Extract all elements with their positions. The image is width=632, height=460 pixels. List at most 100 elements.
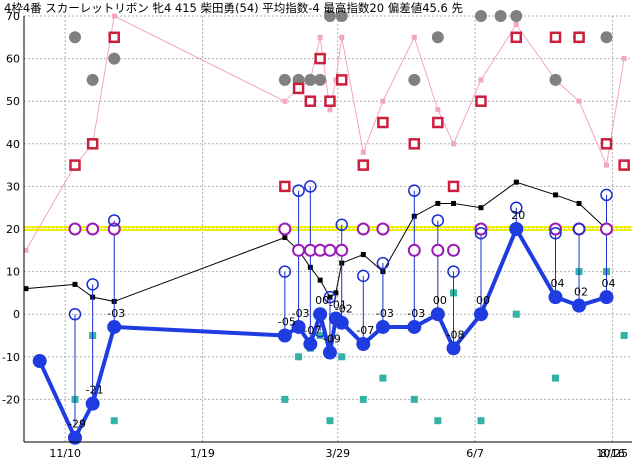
x-tick-label: 1/19 <box>190 447 215 460</box>
teal-square <box>316 332 324 339</box>
blue-ring <box>408 184 421 197</box>
data-label: -21 <box>86 384 104 397</box>
x-tick-label: 6/7 <box>466 447 484 460</box>
black-series-point <box>451 200 457 206</box>
main-series-point <box>303 337 318 352</box>
pink-series-point <box>339 34 345 40</box>
gray-dot <box>549 73 562 86</box>
x-tick-label: 10/25 <box>596 447 628 460</box>
purple-ring <box>600 222 614 236</box>
gray-dot <box>474 10 487 22</box>
red-square <box>549 31 562 44</box>
purple-ring <box>376 222 390 236</box>
teal-square <box>620 332 628 339</box>
pink-series-point <box>478 77 484 83</box>
purple-ring <box>335 243 349 257</box>
purple-ring <box>323 243 337 257</box>
data-label: 00 <box>315 294 329 307</box>
teal-square <box>434 417 442 425</box>
main-series-point <box>291 319 306 334</box>
red-square <box>86 138 99 150</box>
y-tick-label: 60 <box>6 53 20 66</box>
gray-dot <box>108 52 121 65</box>
black-series-point <box>478 205 484 211</box>
blue-ring <box>278 265 292 278</box>
gray-dot <box>323 10 336 22</box>
pink-series-point <box>23 247 29 253</box>
gray-dot <box>431 31 444 44</box>
pink-series-point <box>411 34 417 40</box>
black-series-point <box>513 179 519 185</box>
blue-ring <box>107 214 121 227</box>
gray-dot <box>600 31 613 44</box>
purple-ring <box>68 222 82 236</box>
main-series-point <box>313 307 328 322</box>
gray-dot <box>304 73 317 86</box>
teal-square <box>281 395 289 403</box>
blue-ring <box>68 307 82 321</box>
red-square <box>69 159 81 171</box>
gray-dot <box>510 10 523 22</box>
main-series-point <box>322 345 337 360</box>
red-square <box>510 31 523 44</box>
y-tick-label: 0 <box>13 308 20 321</box>
y-tick-label: 40 <box>6 138 20 151</box>
gray-dot <box>314 73 327 86</box>
black-series-point <box>333 290 339 296</box>
red-square-layer <box>69 31 630 193</box>
data-label: -07 <box>356 324 374 337</box>
data-label: -03 <box>107 307 125 320</box>
data-label: -05 <box>278 316 296 329</box>
blue-ring <box>549 227 562 240</box>
y-tick-label: 70 <box>6 10 20 23</box>
main-series-point <box>599 290 614 305</box>
gray-dot <box>278 73 291 86</box>
red-square <box>324 95 336 107</box>
purple-ring <box>292 243 306 257</box>
red-square <box>292 82 305 95</box>
main-series-point <box>473 307 488 322</box>
blue-ring <box>600 188 613 202</box>
pink-series-point <box>513 22 519 28</box>
purple-ring <box>407 243 421 257</box>
red-square <box>357 159 370 171</box>
y-tick-label: 10 <box>6 266 20 279</box>
red-square <box>408 138 421 150</box>
main-series-point <box>375 319 390 334</box>
blue-ring <box>292 184 305 197</box>
main-series-point <box>446 341 461 356</box>
data-label: 02 <box>574 286 588 299</box>
red-square <box>304 95 317 107</box>
pink-series-point <box>317 34 323 40</box>
red-square <box>432 116 444 129</box>
main-series-point <box>572 298 587 313</box>
purple-ring <box>356 222 370 236</box>
pink-series-point <box>333 77 339 83</box>
gray-dot <box>494 10 507 22</box>
data-label: 20 <box>511 209 525 222</box>
blue-ring <box>376 256 390 270</box>
pink-series-line <box>25 15 625 251</box>
blue-ring <box>335 218 348 231</box>
teal-square <box>359 395 367 403</box>
data-label: -07 <box>303 324 321 337</box>
y-tick-label: 50 <box>6 95 20 108</box>
black-series-point <box>317 277 323 283</box>
data-label: 00 <box>476 294 490 307</box>
red-square <box>600 138 613 150</box>
black-series-point <box>360 252 366 258</box>
pink-series-point <box>621 56 627 62</box>
main-series-point <box>32 354 47 369</box>
teal-square <box>552 374 560 382</box>
blue-ring <box>447 265 460 278</box>
main-series-point <box>107 319 122 334</box>
red-square <box>108 31 120 44</box>
data-label: -01 <box>329 298 347 311</box>
pink-series-point <box>435 107 441 113</box>
purple-ring <box>278 222 292 236</box>
data-label: 04 <box>551 277 565 290</box>
purple-ring <box>474 222 488 236</box>
red-square <box>447 180 460 193</box>
data-label: -03 <box>376 307 394 320</box>
